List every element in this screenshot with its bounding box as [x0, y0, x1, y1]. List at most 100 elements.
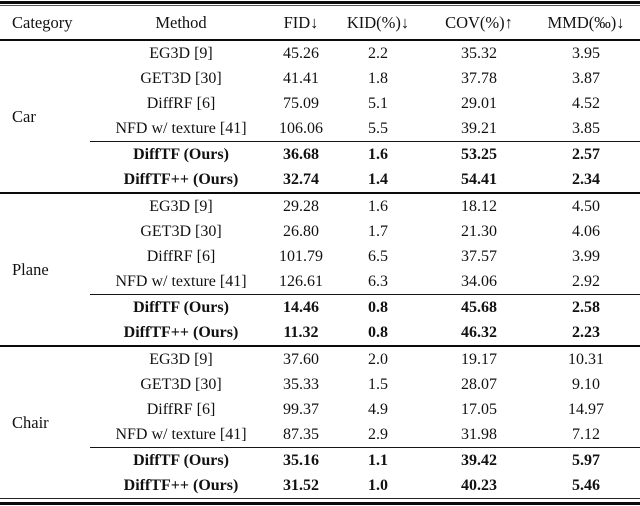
cell-kid: 2.9	[368, 425, 388, 443]
cell-mmd: 2.58	[532, 294, 640, 320]
cell-kid: 1.1	[330, 447, 426, 473]
column-header-mmd: MMD(‰)↓	[532, 6, 640, 41]
cell-method: GET3D [30]	[140, 375, 222, 393]
cell-cov: 35.32	[461, 44, 497, 62]
cell-kid: 5.1	[368, 94, 388, 112]
cell-fid: 31.52	[283, 476, 319, 494]
cell-cov: 46.32	[461, 323, 497, 341]
cell-fid: 35.33	[283, 375, 319, 393]
cell-method: DiffTF (Ours)	[90, 141, 272, 167]
cell-method: NFD w/ texture [41]	[115, 119, 247, 137]
cell-mmd: 2.23	[572, 323, 600, 341]
cell-mmd: 9.10	[572, 375, 600, 393]
cell-mmd: 2.57	[532, 141, 640, 167]
category-label: Car	[12, 106, 36, 126]
cell-mmd: 2.92	[572, 272, 600, 290]
cell-method: DiffTF++ (Ours)	[123, 323, 239, 341]
table-row: Car EG3D [9] 45.26 2.2 35.32 3.95	[0, 40, 640, 126]
column-header-fid: FID↓	[272, 6, 330, 41]
table-row-ours: DiffTF (Ours) 36.68 1.6 53.25 2.57	[0, 141, 640, 167]
table-row-ours: DiffTF++ (Ours) 32.74 1.4 54.41 2.34	[0, 167, 640, 193]
table-row: NFD w/ texture [41] 106.06 5.5 39.21 3.8…	[0, 116, 640, 142]
cell-mmd: 3.99	[572, 247, 600, 265]
cell-fid: 99.37	[283, 400, 319, 418]
cell-fid: 87.35	[283, 425, 319, 443]
cell-mmd: 3.87	[572, 69, 600, 87]
table-row: Plane EG3D [9] 29.28 1.6 18.12 4.50	[0, 192, 640, 346]
cell-method: DiffTF (Ours)	[90, 447, 272, 473]
column-header-cov: COV(%)↑	[426, 6, 532, 41]
cell-cov: 28.07	[461, 375, 497, 393]
table-row: GET3D [30] 35.33 1.5 28.07 9.10	[0, 372, 640, 397]
cell-mmd: 3.95	[572, 44, 600, 62]
cell-cov: 19.17	[426, 345, 532, 372]
cell-mmd: 3.85	[572, 119, 600, 137]
table-row: GET3D [30] 41.41 1.8 37.78 3.87	[0, 66, 640, 91]
cell-method: GET3D [30]	[140, 69, 222, 87]
section-chair: Chair EG3D [9] 37.60 2.0 19.17 10.31 GET…	[0, 345, 640, 498]
column-header-kid: KID(%)↓	[330, 6, 426, 41]
cell-kid: 1.8	[368, 69, 388, 87]
header-row: Category Method FID↓ KID(%)↓ COV(%)↑ MMD…	[0, 6, 640, 41]
cell-method: NFD w/ texture [41]	[115, 272, 247, 290]
category-label: Plane	[0, 192, 90, 346]
cell-fid: 37.60	[272, 345, 330, 372]
category-label: Chair	[0, 345, 90, 498]
cell-kid: 1.6	[330, 192, 426, 219]
cell-fid: 101.79	[279, 247, 323, 265]
table-header: Category Method FID↓ KID(%)↓ COV(%)↑ MMD…	[0, 6, 640, 41]
column-header-category: Category	[0, 6, 90, 41]
cell-fid: 32.74	[283, 170, 319, 188]
cell-cov: 39.21	[461, 119, 497, 137]
cell-method: DiffRF [6]	[146, 94, 216, 112]
table-row-ours: DiffTF++ (Ours) 11.32 0.8 46.32 2.23	[0, 320, 640, 346]
cell-mmd: 4.52	[572, 94, 600, 112]
table-top-rule	[0, 1, 640, 6]
table-row-ours: DiffTF (Ours) 14.46 0.8 45.68 2.58	[0, 294, 640, 320]
cell-kid: 0.8	[330, 294, 426, 320]
cell-kid: 6.5	[368, 247, 388, 265]
cell-mmd: 5.46	[572, 476, 600, 494]
cell-method: DiffRF [6]	[146, 400, 216, 418]
cell-cov: 40.23	[461, 476, 497, 494]
cell-mmd: 14.97	[568, 400, 604, 418]
table-row: DiffRF [6] 75.09 5.1 29.01 4.52	[0, 91, 640, 116]
table-row-ours: DiffTF++ (Ours) 31.52 1.0 40.23 5.46	[0, 473, 640, 498]
table-row: Chair EG3D [9] 37.60 2.0 19.17 10.31	[0, 345, 640, 498]
cell-cov: 54.41	[461, 170, 497, 188]
table-bottom-rule	[0, 498, 640, 505]
cell-method: GET3D [30]	[140, 222, 222, 240]
cell-fid: 41.41	[283, 69, 319, 87]
table-row: DiffRF [6] 101.79 6.5 37.57 3.99	[0, 244, 640, 269]
cell-fid: 35.16	[272, 447, 330, 473]
cell-kid: 1.4	[368, 170, 388, 188]
cell-kid: 1.5	[368, 375, 388, 393]
cell-kid: 6.3	[368, 272, 388, 290]
section-car: Car EG3D [9] 45.26 2.2 35.32 3.95 GET3D …	[0, 40, 640, 193]
cell-fid: 14.46	[272, 294, 330, 320]
cell-method: DiffRF [6]	[146, 247, 216, 265]
column-header-method: Method	[90, 6, 272, 41]
cell-cov: 21.30	[461, 222, 497, 240]
cell-method: EG3D [9]	[90, 192, 272, 219]
cell-cov: 45.68	[426, 294, 532, 320]
cell-cov: 53.25	[426, 141, 532, 167]
cell-fid: 106.06	[279, 119, 323, 137]
cell-method: DiffTF (Ours)	[90, 294, 272, 320]
section-plane: Plane EG3D [9] 29.28 1.6 18.12 4.50 GET3…	[0, 192, 640, 346]
table-row: NFD w/ texture [41] 126.61 6.3 34.06 2.9…	[0, 269, 640, 295]
cell-mmd: 2.34	[572, 170, 600, 188]
cell-mmd: 4.50	[532, 192, 640, 219]
cell-fid: 26.80	[283, 222, 319, 240]
cell-kid: 2.2	[368, 44, 388, 62]
cell-method: NFD w/ texture [41]	[115, 425, 247, 443]
cell-kid: 5.5	[368, 119, 388, 137]
cell-method: DiffTF++ (Ours)	[123, 170, 239, 188]
cell-cov: 17.05	[461, 400, 497, 418]
cell-cov: 29.01	[461, 94, 497, 112]
table-row-ours: DiffTF (Ours) 35.16 1.1 39.42 5.97	[0, 447, 640, 473]
results-table: Category Method FID↓ KID(%)↓ COV(%)↑ MMD…	[0, 6, 640, 498]
cell-mmd: 5.97	[532, 447, 640, 473]
cell-kid: 0.8	[368, 323, 388, 341]
